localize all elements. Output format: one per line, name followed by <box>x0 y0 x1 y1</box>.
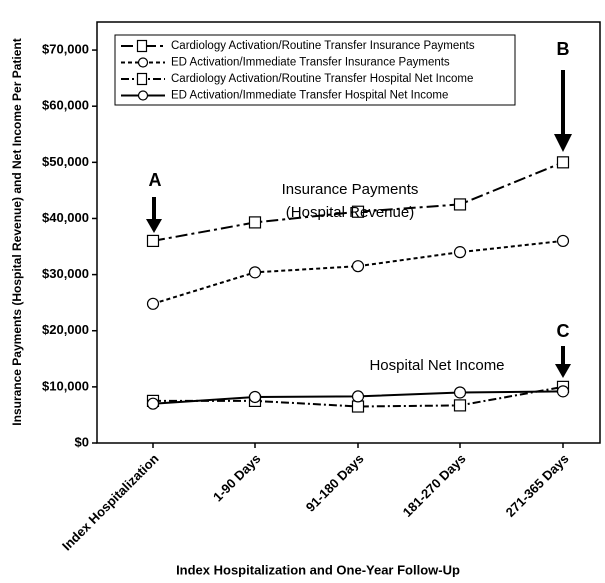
annotation: A <box>149 170 162 190</box>
y-tick-label: $60,000 <box>42 98 89 113</box>
marker <box>556 156 570 169</box>
y-tick-label: $10,000 <box>42 378 89 393</box>
marker <box>351 390 365 403</box>
x-tick-label: 1-90 Days <box>210 451 264 505</box>
marker <box>146 297 160 310</box>
arrow-b-head <box>554 134 572 152</box>
x-tick-label: Index Hospitalization <box>59 451 162 554</box>
y-axis-label: Insurance Payments (Hospital Revenue) an… <box>10 38 24 425</box>
marker <box>248 266 262 279</box>
marker <box>453 399 467 412</box>
plot-frame <box>96 21 601 444</box>
legend-label: Cardiology Activation/Routine Transfer H… <box>171 73 473 85</box>
marker <box>248 390 262 404</box>
legend-marker <box>136 39 148 53</box>
marker <box>351 205 365 218</box>
legend-marker <box>137 57 149 68</box>
marker <box>453 246 467 259</box>
series-line <box>152 239 564 305</box>
annotation: C <box>557 321 570 341</box>
legend-label: ED Activation/Immediate Transfer Hospita… <box>171 90 448 102</box>
y-tick-label: $30,000 <box>42 266 89 281</box>
x-tick-label: 91-180 Days <box>303 451 367 515</box>
annotation: (Hospital Revenue) <box>286 204 414 221</box>
y-tick-label: $40,000 <box>42 210 89 225</box>
annotation: Insurance Payments <box>282 181 419 198</box>
arrow-c-head <box>555 364 571 378</box>
marker <box>556 385 570 398</box>
annotation: B <box>557 39 570 59</box>
marker <box>351 400 365 413</box>
arrows <box>146 70 572 378</box>
series-line <box>152 161 564 242</box>
marker <box>556 234 570 248</box>
y-tick-label: $0 <box>75 434 89 449</box>
legend-marker <box>137 90 149 101</box>
legend-label: Cardiology Activation/Routine Transfer I… <box>171 40 475 52</box>
marker <box>351 260 365 273</box>
marker <box>146 234 160 248</box>
marker <box>248 216 262 229</box>
legend-label: ED Activation/Immediate Transfer Insuran… <box>171 57 450 69</box>
legend-marker <box>136 72 148 86</box>
marker <box>453 198 467 211</box>
y-tick-label: $70,000 <box>42 42 89 57</box>
arrow-a-head <box>146 219 162 233</box>
x-tick-label: 271-365 Days <box>503 451 572 520</box>
y-tick-label: $50,000 <box>42 154 89 169</box>
legend-box <box>114 34 516 106</box>
y-tick-label: $20,000 <box>42 322 89 337</box>
marker <box>146 397 160 410</box>
x-tick-label: 181-270 Days <box>400 451 469 520</box>
annotation: Hospital Net Income <box>369 357 504 374</box>
marker <box>453 386 467 399</box>
series-line <box>153 385 564 408</box>
x-axis-label: Index Hospitalization and One-Year Follo… <box>176 562 460 577</box>
